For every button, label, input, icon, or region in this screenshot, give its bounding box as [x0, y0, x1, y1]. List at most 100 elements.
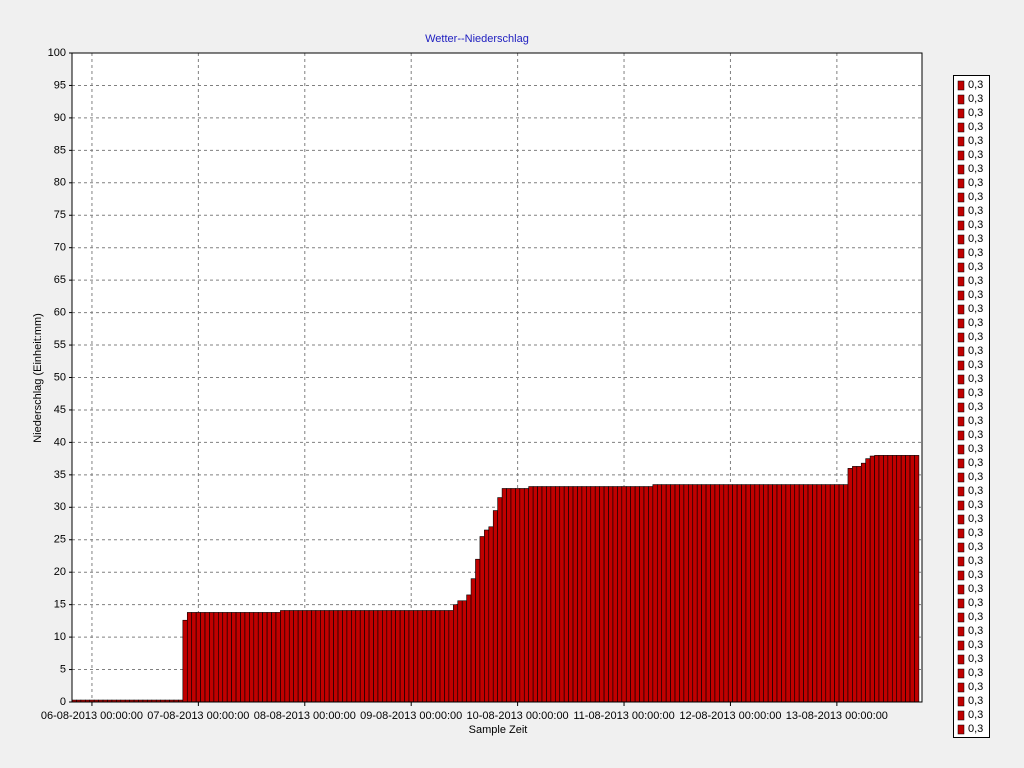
bar [559, 486, 565, 703]
bar [320, 610, 326, 703]
bar [909, 455, 915, 703]
legend-label: 0,3 [968, 135, 983, 147]
bar [244, 612, 250, 703]
bar [883, 455, 889, 703]
legend-label: 0,3 [968, 653, 983, 665]
bar [679, 484, 685, 703]
y-tick-label: 70 [54, 242, 66, 254]
bar [386, 610, 392, 703]
bar [240, 612, 246, 703]
bar [714, 484, 720, 703]
bar [395, 610, 401, 703]
bar [661, 484, 667, 703]
bar [390, 610, 396, 703]
bar [461, 600, 467, 703]
legend-label: 0,3 [968, 247, 983, 259]
bar [475, 558, 481, 703]
legend-swatch [957, 178, 965, 189]
bar [355, 610, 361, 703]
legend-label: 0,3 [968, 163, 983, 175]
legend-swatch [957, 332, 965, 343]
y-tick-label: 35 [54, 469, 66, 481]
legend-label: 0,3 [968, 331, 983, 343]
bar [399, 610, 405, 703]
bar [812, 484, 818, 703]
bar [603, 486, 609, 703]
bar [887, 455, 893, 703]
bar [563, 486, 569, 703]
y-tick-label: 5 [60, 663, 66, 675]
bar [590, 486, 596, 703]
bar [763, 484, 769, 703]
legend-label: 0,3 [968, 205, 983, 217]
legend-label: 0,3 [968, 359, 983, 371]
y-tick-label: 50 [54, 371, 66, 383]
legend-label: 0,3 [968, 597, 983, 609]
bar [838, 484, 844, 703]
y-tick-label: 0 [60, 696, 66, 708]
bar [550, 486, 556, 703]
legend-label: 0,3 [968, 275, 983, 287]
legend-swatch [957, 416, 965, 427]
bar [599, 486, 605, 703]
bar [404, 610, 410, 703]
legend-swatch [957, 584, 965, 595]
bar [368, 610, 374, 703]
bar [874, 455, 880, 703]
bar [781, 484, 787, 703]
bar [501, 488, 507, 703]
bar [878, 455, 884, 703]
legend-swatch [957, 304, 965, 315]
bar [235, 612, 241, 703]
legend-swatch [957, 192, 965, 203]
legend-label: 0,3 [968, 303, 983, 315]
x-tick-label: 13-08-2013 00:00:00 [786, 710, 888, 722]
legend-label: 0,3 [968, 569, 983, 581]
bar [625, 486, 631, 703]
bar [200, 612, 206, 703]
bar [457, 600, 463, 703]
bar [479, 536, 485, 703]
bar [204, 612, 210, 703]
legend-swatch [957, 94, 965, 105]
legend-label: 0,3 [968, 107, 983, 119]
y-tick-label: 10 [54, 631, 66, 643]
y-tick-label: 75 [54, 209, 66, 221]
bar [231, 612, 237, 703]
bar [572, 486, 578, 703]
legend-label: 0,3 [968, 681, 983, 693]
legend-swatch [957, 150, 965, 161]
y-tick-label: 60 [54, 307, 66, 319]
bar [311, 610, 317, 703]
y-tick-label: 85 [54, 144, 66, 156]
bar [683, 484, 689, 703]
legend-swatch [957, 108, 965, 119]
bar [275, 612, 281, 703]
legend-swatch [957, 402, 965, 413]
bar [594, 486, 600, 703]
legend-label: 0,3 [968, 289, 983, 301]
legend-swatch [957, 290, 965, 301]
legend-label: 0,3 [968, 79, 983, 91]
legend-swatch [957, 682, 965, 693]
bar [648, 486, 654, 703]
bar [280, 610, 286, 703]
legend-swatch [957, 472, 965, 483]
legend-swatch [957, 710, 965, 721]
bar [315, 610, 321, 703]
bar [408, 610, 414, 703]
legend-swatch [957, 136, 965, 147]
bar [803, 484, 809, 703]
legend-swatch [957, 276, 965, 287]
bar [359, 610, 365, 703]
bar [523, 488, 530, 703]
legend-swatch [957, 248, 965, 259]
legend-swatch [957, 668, 965, 679]
legend-label: 0,3 [968, 667, 983, 679]
bar [852, 466, 858, 703]
legend-label: 0,3 [968, 485, 983, 497]
legend-swatch [957, 724, 965, 735]
bar [421, 610, 428, 703]
legend-label: 0,3 [968, 317, 983, 329]
